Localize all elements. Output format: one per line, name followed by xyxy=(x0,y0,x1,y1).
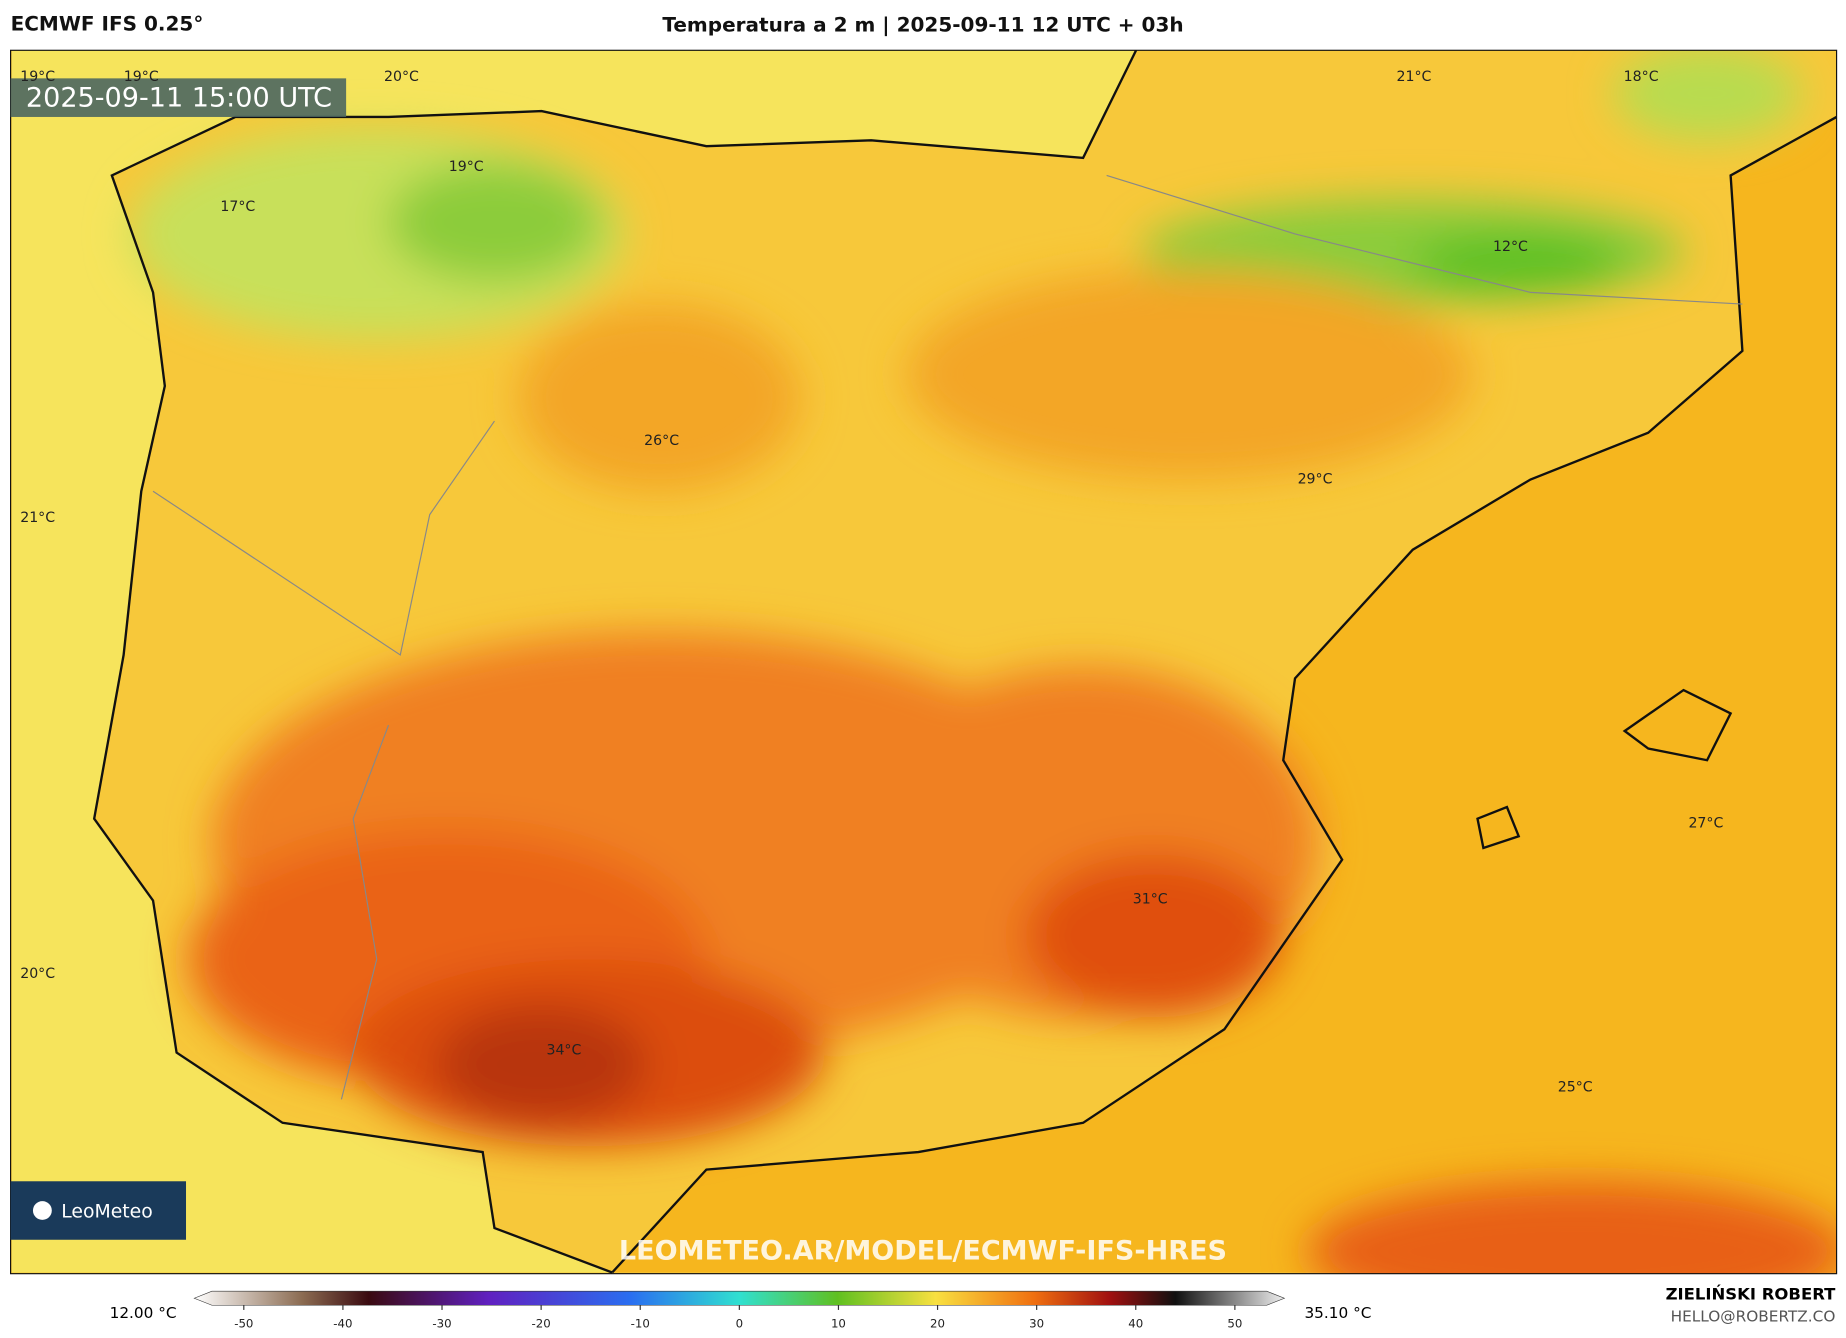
colorbar-tick-label: -50 xyxy=(234,1317,253,1331)
temperature-label: 26°C xyxy=(644,433,679,449)
temperature-label: 19°C xyxy=(124,69,159,85)
email: HELLO@ROBERTZ.CO xyxy=(1671,1308,1836,1326)
temperature-label: 19°C xyxy=(20,69,55,85)
author: ZIELIŃSKI ROBERT xyxy=(1666,1284,1837,1303)
temperature-label: 12°C xyxy=(1493,239,1528,255)
colorbar-tick-label: 40 xyxy=(1128,1317,1143,1331)
watermark: LEOMETEO.AR/MODEL/ECMWF-IFS-HRES xyxy=(619,1236,1227,1267)
colorbar-tick-label: -20 xyxy=(532,1317,551,1331)
temperature-label: 20°C xyxy=(384,69,419,85)
temperature-label: 17°C xyxy=(220,199,255,215)
temperature-label: 31°C xyxy=(1133,891,1168,907)
colorbar-tick-label: 10 xyxy=(831,1317,846,1331)
colorbar-tick-label: 0 xyxy=(736,1317,743,1331)
valid-time: 2025-09-11 15:00 UTC xyxy=(26,83,332,114)
colorbar-tick-label: 50 xyxy=(1227,1317,1242,1331)
temperature-label: 18°C xyxy=(1624,69,1659,85)
time-box xyxy=(10,78,347,117)
temperature-label: 19°C xyxy=(449,159,484,175)
colorbar-tick-label: -30 xyxy=(432,1317,451,1331)
temperature-label: 29°C xyxy=(1298,472,1333,488)
map xyxy=(10,50,1837,1274)
map-frame xyxy=(10,49,1838,1275)
colorbar-min: 12.00 °C xyxy=(110,1304,177,1322)
colorbar-tick-label: -10 xyxy=(631,1317,650,1331)
temperature-label: 25°C xyxy=(1558,1080,1593,1096)
colorbar xyxy=(193,1290,1286,1306)
colorbar-tick-label: -40 xyxy=(333,1317,352,1331)
logo-text: LeoMeteo xyxy=(61,1202,153,1223)
temperature-label: 20°C xyxy=(20,966,55,982)
logo-sun xyxy=(32,1201,52,1220)
model-name: ECMWF IFS 0.25° xyxy=(11,11,204,35)
temperature-label: 21°C xyxy=(20,510,55,526)
colorbar-max: 35.10 °C xyxy=(1304,1304,1371,1322)
temperature-label: 27°C xyxy=(1688,815,1723,831)
map-title: Temperatura a 2 m | 2025-09-11 12 UTC + … xyxy=(662,13,1183,37)
temperature-label: 21°C xyxy=(1396,69,1431,85)
colorbar-tick-label: 20 xyxy=(930,1317,945,1331)
colorbar-tick-label: 30 xyxy=(1029,1317,1044,1331)
temperature-label: 34°C xyxy=(546,1042,581,1058)
